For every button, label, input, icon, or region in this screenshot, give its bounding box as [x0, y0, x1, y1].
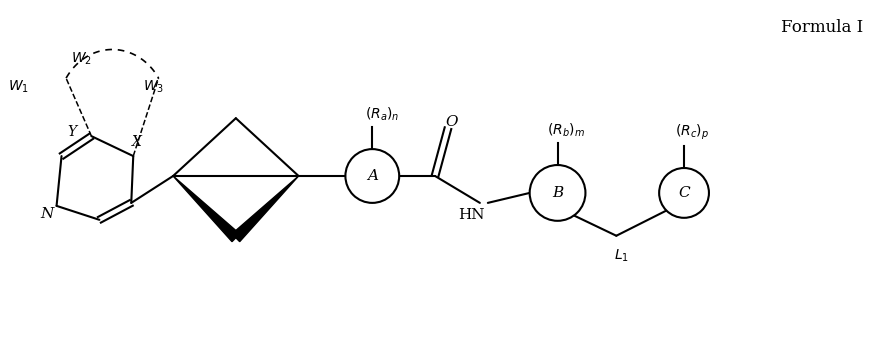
- Text: B: B: [552, 186, 563, 200]
- Text: Y: Y: [67, 125, 76, 139]
- Circle shape: [530, 165, 586, 221]
- Text: $\mathit{W_3}$: $\mathit{W_3}$: [143, 78, 163, 95]
- Polygon shape: [232, 176, 298, 242]
- Text: HN: HN: [459, 208, 485, 222]
- Circle shape: [346, 149, 399, 203]
- Text: O: O: [446, 115, 458, 129]
- Text: N: N: [40, 207, 54, 221]
- Text: $\mathit{L_1}$: $\mathit{L_1}$: [613, 248, 629, 264]
- Text: $\mathit{W_1}$: $\mathit{W_1}$: [8, 78, 29, 95]
- Text: C: C: [679, 186, 690, 200]
- Text: $\mathit{(R_a)_n}$: $\mathit{(R_a)_n}$: [365, 106, 399, 123]
- Text: X: X: [132, 135, 142, 149]
- Text: A: A: [367, 169, 378, 183]
- Text: $\mathit{(R_b)_m}$: $\mathit{(R_b)_m}$: [547, 122, 585, 139]
- Text: $\mathit{(R_c)_p}$: $\mathit{(R_c)_p}$: [675, 123, 709, 142]
- Polygon shape: [173, 176, 239, 242]
- Circle shape: [659, 168, 709, 218]
- Text: $\mathit{W_2}$: $\mathit{W_2}$: [71, 50, 92, 67]
- Text: Formula I: Formula I: [781, 19, 864, 35]
